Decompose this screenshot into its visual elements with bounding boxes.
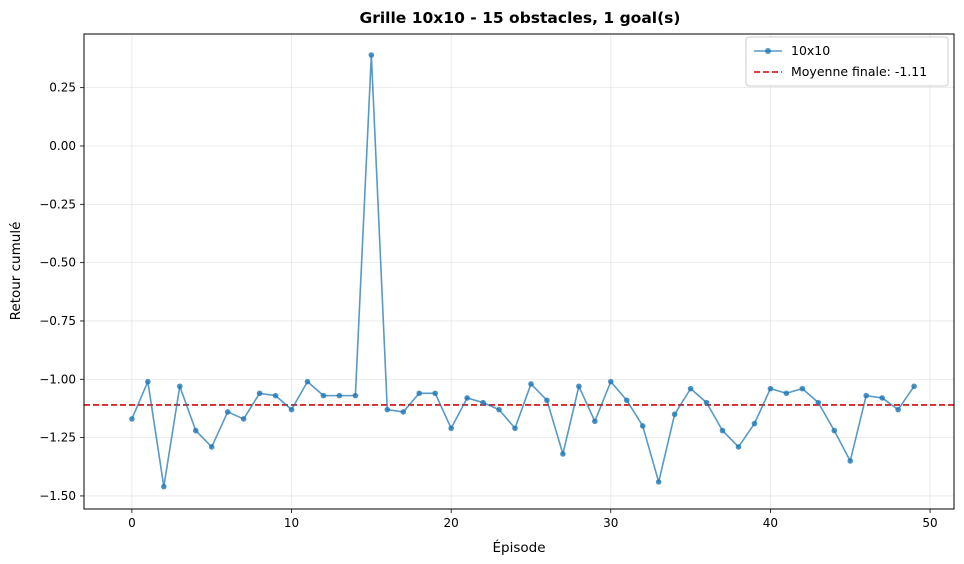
data-point: [352, 392, 359, 399]
data-point: [751, 420, 758, 427]
data-point: [735, 444, 742, 450]
data-point: [639, 423, 646, 429]
y-tick-label: 0.25: [49, 81, 76, 95]
data-point: [145, 378, 151, 385]
data-point: [623, 397, 630, 404]
data-point: [464, 395, 470, 401]
legend-reference-label: Moyenne finale: -1.11: [791, 64, 927, 79]
legend: 10x10 Moyenne finale: -1.11: [745, 36, 949, 87]
data-point: [799, 385, 806, 392]
y-tick-label: −0.25: [39, 197, 76, 211]
x-tick-label: 10: [284, 516, 299, 530]
data-point: [432, 390, 438, 397]
data-point: [416, 390, 423, 397]
x-tick-label: 0: [128, 516, 136, 530]
y-tick-label: 0.00: [49, 139, 76, 153]
data-point: [783, 390, 790, 397]
data-point: [911, 383, 917, 390]
data-point: [528, 381, 534, 387]
data-point: [240, 416, 247, 422]
x-tick-label: 30: [603, 516, 618, 530]
data-point: [304, 378, 311, 385]
data-point: [224, 409, 231, 415]
data-point: [480, 399, 486, 406]
grid-lines: [84, 34, 954, 509]
chart-title: Grille 10x10 - 15 obstacles, 1 goal(s): [360, 9, 681, 27]
data-point: [368, 52, 375, 58]
data-point: [384, 406, 391, 413]
y-tick-label: −1.25: [39, 431, 76, 445]
data-point: [863, 392, 870, 399]
data-point: [576, 383, 582, 390]
data-point: [767, 385, 774, 392]
data-point: [544, 397, 550, 404]
data-point: [719, 427, 726, 434]
plot-frame: [83, 33, 955, 510]
legend-series-marker: [765, 48, 771, 54]
axis-ticks: 0 10 20 30 40 50 −1.50 −1.25 −1.00 −0.75 −0.50 −0.2…: [39, 81, 937, 530]
data-point: [703, 399, 710, 406]
data-point: [512, 425, 518, 432]
data-point: [831, 427, 838, 434]
data-point: [607, 378, 614, 385]
data-point: [272, 392, 279, 399]
data-point: [320, 392, 327, 399]
data-point: [879, 395, 885, 401]
y-tick-label: −1.00: [39, 372, 76, 386]
series-layer: [129, 52, 917, 490]
data-point: [448, 425, 454, 432]
x-tick-label: 50: [922, 516, 937, 530]
data-point: [687, 385, 694, 392]
y-tick-label: −0.50: [39, 256, 76, 270]
y-tick-label: −0.75: [39, 314, 76, 328]
y-tick-label: −1.50: [39, 489, 76, 503]
data-point: [336, 392, 343, 399]
data-point: [847, 458, 854, 464]
x-tick-label: 40: [763, 516, 778, 530]
data-point: [895, 406, 901, 413]
legend-series-label: 10x10: [791, 43, 830, 58]
data-point: [176, 383, 183, 390]
data-point: [560, 451, 566, 457]
data-point: [671, 411, 678, 418]
x-tick-label: 20: [444, 516, 459, 530]
data-point: [815, 399, 822, 406]
data-point: [208, 444, 215, 450]
data-point: [129, 416, 135, 422]
legend-box: [745, 36, 949, 87]
y-axis-label: Retour cumulé: [8, 222, 24, 321]
data-point: [592, 418, 598, 425]
x-axis-label: Épisode: [492, 539, 545, 556]
data-point: [288, 406, 295, 413]
data-point: [496, 406, 502, 413]
data-point: [192, 427, 199, 434]
data-point: [400, 409, 407, 415]
data-point: [161, 483, 167, 490]
data-point: [256, 390, 263, 397]
data-point: [655, 479, 662, 485]
